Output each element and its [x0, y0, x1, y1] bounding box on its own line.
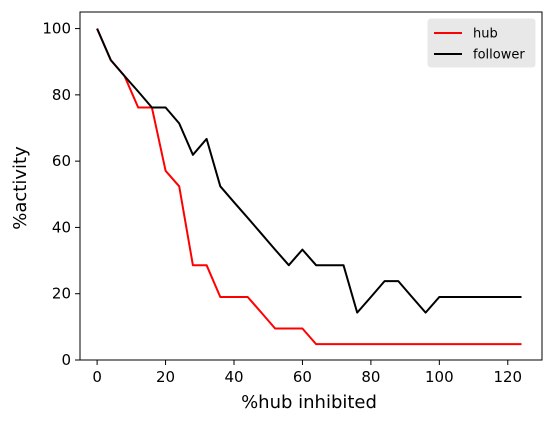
- legend-label-follower: follower: [473, 48, 525, 63]
- y-tick-label: 60: [52, 152, 71, 170]
- x-axis-title: %hub inhibited: [241, 392, 377, 413]
- x-tick-label: 40: [224, 368, 243, 386]
- x-tick-label: 0: [92, 368, 102, 386]
- x-tick-label: 60: [293, 368, 312, 386]
- y-tick-label: 20: [52, 285, 71, 303]
- y-tick-label: 80: [52, 86, 71, 104]
- y-tick-label: 100: [42, 20, 71, 38]
- x-tick-label: 20: [156, 368, 175, 386]
- x-tick-label: 120: [493, 368, 522, 386]
- y-axis: 0 20 40 60 80 100: [42, 20, 80, 369]
- y-axis-title: %activity: [10, 146, 31, 230]
- x-tick-label: 80: [361, 368, 380, 386]
- y-tick-label: 40: [52, 218, 71, 236]
- series-line-hub: [96, 28, 522, 346]
- y-tick-label: 0: [61, 351, 71, 369]
- x-tick-label: 100: [425, 368, 454, 386]
- x-axis: 0 20 40 60 80 100 120: [92, 360, 522, 386]
- series-line-follower: [96, 28, 522, 314]
- legend: hub follower: [427, 18, 536, 68]
- series-lines: [96, 28, 522, 346]
- legend-label-hub: hub: [473, 27, 498, 42]
- plot-area: [79, 11, 543, 361]
